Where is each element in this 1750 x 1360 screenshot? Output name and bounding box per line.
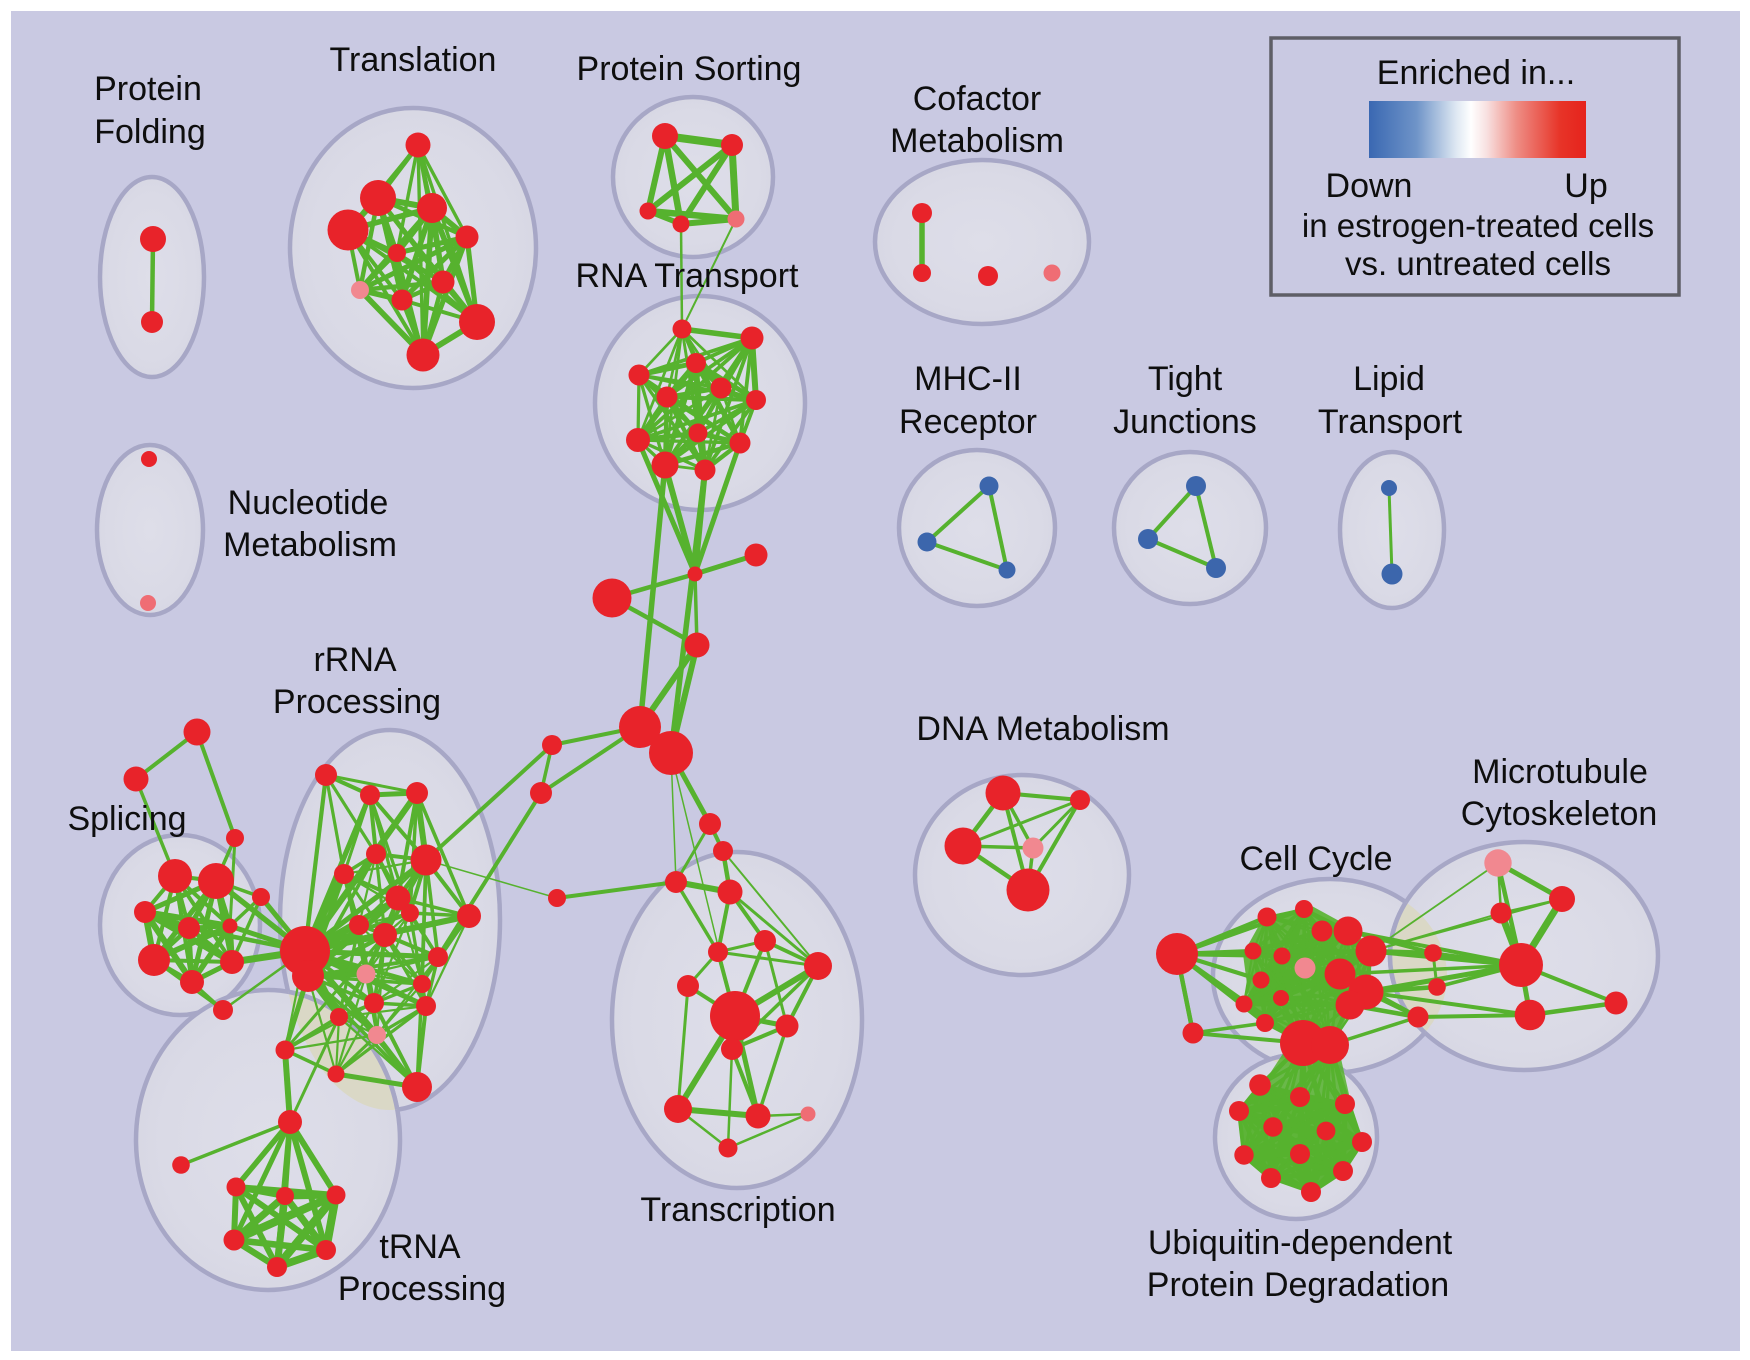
svg-text:Translation: Translation xyxy=(330,41,497,79)
svg-text:Tight: Tight xyxy=(1148,360,1223,398)
svg-text:Transcription: Transcription xyxy=(640,1191,835,1229)
svg-text:Transport: Transport xyxy=(1318,403,1463,441)
svg-text:Ubiquitin-dependent: Ubiquitin-dependent xyxy=(1148,1224,1453,1262)
svg-text:Receptor: Receptor xyxy=(899,403,1037,441)
svg-text:Nucleotide: Nucleotide xyxy=(228,484,389,522)
svg-text:tRNA: tRNA xyxy=(379,1228,461,1266)
svg-text:DNA Metabolism: DNA Metabolism xyxy=(916,710,1169,748)
svg-text:Enriched in...: Enriched in... xyxy=(1377,54,1575,92)
svg-text:Metabolism: Metabolism xyxy=(890,122,1064,160)
svg-text:RNA Transport: RNA Transport xyxy=(576,257,800,295)
svg-text:Cofactor: Cofactor xyxy=(913,80,1042,118)
svg-text:Protein Degradation: Protein Degradation xyxy=(1147,1266,1449,1304)
svg-text:Cell Cycle: Cell Cycle xyxy=(1239,840,1392,878)
svg-text:Splicing: Splicing xyxy=(67,800,186,838)
svg-text:in estrogen-treated cells: in estrogen-treated cells xyxy=(1302,207,1654,244)
svg-text:Down: Down xyxy=(1326,167,1413,205)
svg-text:Processing: Processing xyxy=(338,1270,506,1308)
svg-text:Protein Sorting: Protein Sorting xyxy=(577,50,802,88)
svg-text:Processing: Processing xyxy=(273,683,441,721)
svg-text:Lipid: Lipid xyxy=(1353,360,1425,398)
svg-text:vs. untreated cells: vs. untreated cells xyxy=(1345,245,1611,282)
svg-text:Cytoskeleton: Cytoskeleton xyxy=(1461,795,1658,833)
svg-text:Junctions: Junctions xyxy=(1113,403,1257,441)
svg-text:rRNA: rRNA xyxy=(313,641,396,679)
svg-text:Protein: Protein xyxy=(94,70,202,108)
svg-text:Up: Up xyxy=(1564,167,1607,205)
svg-text:Folding: Folding xyxy=(94,113,206,151)
svg-text:Metabolism: Metabolism xyxy=(223,526,397,564)
svg-text:MHC-II: MHC-II xyxy=(914,360,1022,398)
svg-text:Microtubule: Microtubule xyxy=(1472,753,1648,791)
